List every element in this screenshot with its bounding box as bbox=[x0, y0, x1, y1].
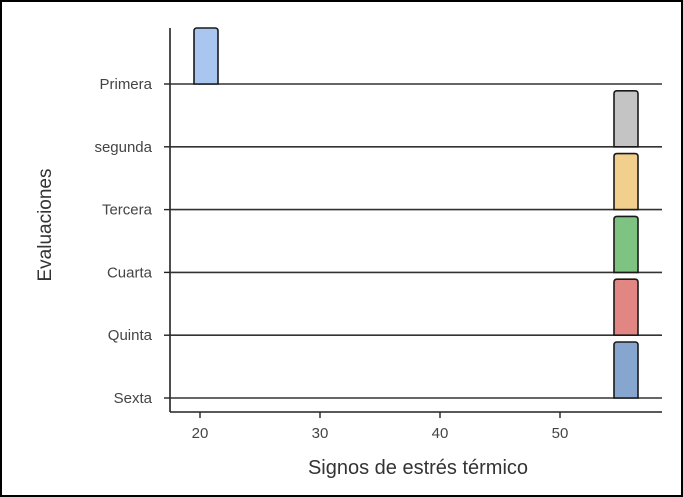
y-tick-label-primera: Primera bbox=[99, 76, 152, 93]
y-tick-label-cuarta: Cuarta bbox=[107, 264, 153, 281]
y-axis-title: Evaluaciones bbox=[35, 168, 56, 281]
ridge-density-cuarta bbox=[613, 215, 639, 274]
ridge-density-segunda bbox=[613, 90, 639, 148]
ridge-density-primera bbox=[193, 27, 219, 85]
x-tick-label-20: 20 bbox=[192, 425, 209, 442]
plot-area: 20 30 40 50 Primera segunda Tercera Cuarta Quint… bbox=[94, 27, 662, 442]
y-tick-label-sexta: Sexta bbox=[114, 390, 153, 407]
ridge-density-sexta bbox=[613, 341, 639, 399]
ridge-density-tercera bbox=[613, 152, 639, 211]
x-axis-title: Signos de estrés térmico bbox=[308, 457, 528, 479]
x-tick-label-40: 40 bbox=[432, 425, 449, 442]
y-tick-label-quinta: Quinta bbox=[108, 327, 153, 344]
ridge-density-quinta bbox=[613, 278, 639, 336]
x-tick-label-50: 50 bbox=[552, 425, 569, 442]
x-tick-label-30: 30 bbox=[312, 425, 329, 442]
y-tick-label-tercera: Tercera bbox=[102, 202, 153, 219]
y-tick-label-segunda: segunda bbox=[94, 139, 152, 156]
